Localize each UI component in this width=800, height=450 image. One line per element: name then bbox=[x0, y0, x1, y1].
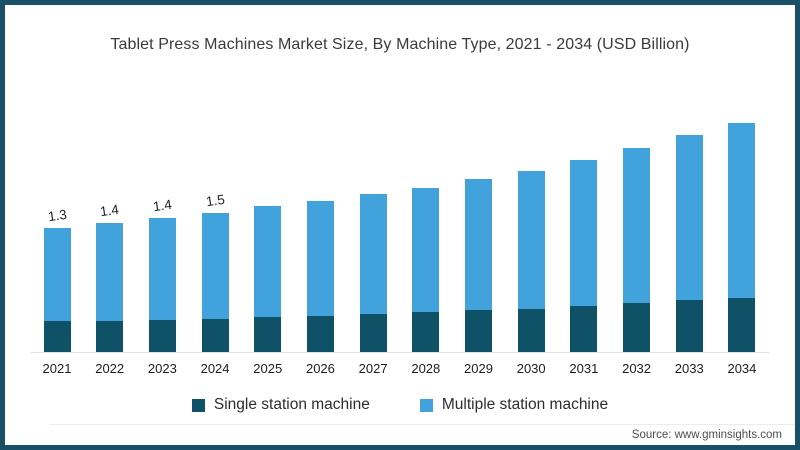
x-axis-label: 2031 bbox=[569, 361, 599, 376]
x-axis-label: 2028 bbox=[411, 361, 441, 376]
bar-segment-single-station bbox=[728, 297, 756, 352]
bar-column bbox=[722, 120, 762, 352]
x-axis-labels: 2021 2022 2023 2024 2025 2026 2027 2028 2029 2030… bbox=[37, 361, 762, 376]
bar-stack bbox=[96, 223, 124, 352]
bar-column bbox=[353, 120, 393, 352]
x-axis-label: 2023 bbox=[147, 361, 177, 376]
bar-stack bbox=[359, 193, 387, 352]
bar-segment-multiple-station bbox=[728, 123, 756, 298]
bar-segment-multiple-station bbox=[517, 170, 545, 310]
bar-segment-multiple-station bbox=[306, 201, 334, 316]
bar-segment-single-station bbox=[148, 319, 176, 352]
bar-column: 1.3 bbox=[37, 120, 77, 352]
x-axis-label: 2033 bbox=[674, 361, 704, 376]
bar-column: 1.4 bbox=[142, 120, 182, 352]
x-axis-label: 2029 bbox=[464, 361, 493, 376]
x-axis-label: 2024 bbox=[200, 361, 230, 376]
bar-column bbox=[617, 120, 657, 352]
bar-column bbox=[669, 120, 709, 352]
bar-segment-single-station bbox=[412, 311, 440, 352]
bar-segment-multiple-station bbox=[148, 218, 176, 320]
bar-column bbox=[406, 120, 446, 352]
bar-stack bbox=[517, 170, 545, 352]
bar-segment-multiple-station bbox=[465, 179, 492, 311]
legend: Single station machine Multiple station … bbox=[5, 396, 795, 414]
x-axis-label: 2021 bbox=[42, 361, 72, 376]
bar-stack bbox=[148, 218, 176, 352]
bar-total-label: 1.4 bbox=[99, 202, 121, 220]
x-axis-label: 2026 bbox=[305, 361, 335, 376]
bar-column: 1.4 bbox=[90, 120, 130, 352]
x-axis-label: 2022 bbox=[95, 361, 125, 376]
legend-item-single-station: Single station machine bbox=[191, 396, 370, 414]
bar-segment-single-station bbox=[675, 300, 703, 352]
bar-segment-single-station bbox=[517, 309, 545, 352]
bar-segment-single-station bbox=[359, 313, 387, 352]
bar-segment-multiple-station bbox=[412, 187, 440, 312]
bar-column bbox=[564, 120, 604, 352]
legend-label-single-station: Single station machine bbox=[213, 396, 370, 413]
bar-segment-multiple-station bbox=[623, 147, 651, 304]
bar-segment-multiple-station bbox=[570, 160, 598, 307]
bar-stack bbox=[728, 123, 756, 352]
bar-segment-single-station bbox=[570, 306, 598, 352]
bar-segment-single-station bbox=[465, 310, 492, 352]
bar-segment-multiple-station bbox=[43, 228, 71, 322]
bar-stack bbox=[412, 187, 440, 352]
bar-stack bbox=[623, 147, 651, 352]
x-axis-label: 2025 bbox=[253, 361, 283, 376]
legend-swatch-multiple-station bbox=[419, 398, 433, 412]
bar-segment-single-station bbox=[254, 316, 282, 352]
x-axis-label: 2032 bbox=[622, 361, 652, 376]
bar-stack bbox=[43, 228, 71, 352]
bar-segment-single-station bbox=[96, 320, 124, 352]
bar-segment-multiple-station bbox=[359, 193, 387, 314]
x-axis-label: 2027 bbox=[358, 361, 388, 376]
bottom-divider bbox=[50, 424, 795, 425]
bar-segment-multiple-station bbox=[675, 135, 703, 301]
bar-total-label: 1.4 bbox=[152, 197, 173, 215]
legend-item-multiple-station: Multiple station machine bbox=[419, 396, 609, 414]
bar-segment-single-station bbox=[43, 321, 71, 352]
legend-label-multiple-station: Multiple station machine bbox=[441, 396, 609, 413]
bar-segment-multiple-station bbox=[96, 223, 124, 321]
bar-stack bbox=[675, 135, 703, 352]
bar-segment-single-station bbox=[306, 315, 334, 352]
bar-column bbox=[459, 120, 499, 352]
x-axis-label: 2030 bbox=[516, 361, 546, 376]
bar-segment-multiple-station bbox=[201, 212, 229, 319]
bar-segment-single-station bbox=[623, 303, 651, 352]
bar-column bbox=[300, 120, 340, 352]
bar-stack bbox=[570, 160, 598, 352]
plot-area: 1.3 1.4 1.4 1.5 bbox=[37, 120, 762, 352]
bar-column bbox=[248, 120, 288, 352]
bar-segment-single-station bbox=[201, 318, 229, 352]
bar-stack bbox=[254, 206, 282, 352]
bar-stack bbox=[465, 179, 492, 352]
bar-total-label: 1.3 bbox=[46, 206, 68, 225]
bar-segment-multiple-station bbox=[254, 206, 282, 317]
bar-column bbox=[511, 120, 551, 352]
chart-title: Tablet Press Machines Market Size, By Ma… bbox=[110, 36, 690, 53]
x-axis-label: 2034 bbox=[727, 361, 757, 376]
bar-stack bbox=[201, 212, 229, 352]
bar-total-label: 1.5 bbox=[204, 191, 226, 209]
bar-column: 1.5 bbox=[195, 120, 235, 352]
bar-stack bbox=[306, 201, 334, 352]
legend-swatch-single-station bbox=[191, 398, 205, 412]
source-credit: Source: www.gminsights.com bbox=[631, 429, 782, 441]
x-axis-line bbox=[31, 352, 769, 353]
